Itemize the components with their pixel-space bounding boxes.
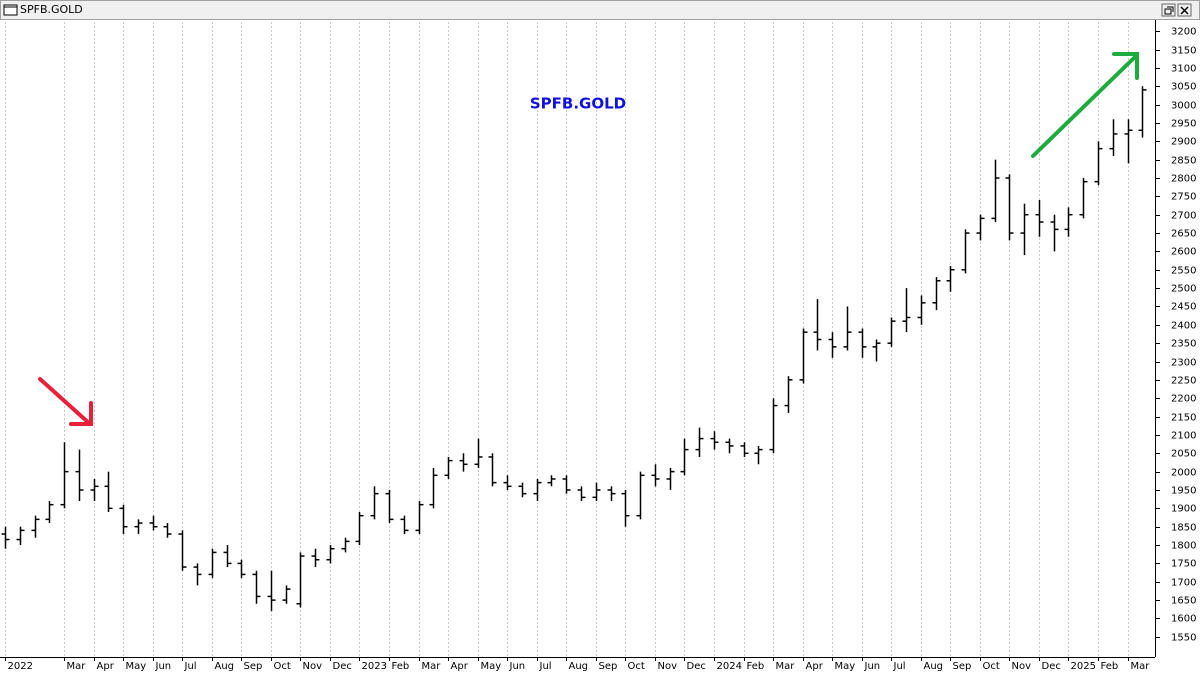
- y-tick-label: 1550: [1171, 633, 1196, 644]
- x-tick-label: Apr: [451, 661, 469, 672]
- x-tick-label: 2023: [362, 661, 387, 672]
- x-tick-label: Mar: [776, 661, 796, 672]
- x-tick-label: Jun: [864, 661, 881, 672]
- y-tick-label: 3200: [1171, 27, 1196, 38]
- y-tick-label: 2050: [1171, 449, 1196, 460]
- x-tick-label: May: [835, 661, 856, 672]
- y-tick-label: 3000: [1171, 101, 1196, 112]
- x-tick-label: Mar: [67, 661, 87, 672]
- y-tick-label: 2900: [1171, 137, 1196, 148]
- x-tick-label: May: [481, 661, 502, 672]
- x-tick-label: Oct: [983, 661, 1000, 672]
- window-title: SPFB.GOLD: [20, 3, 83, 16]
- y-tick-label: 3100: [1171, 64, 1196, 75]
- x-tick-label: Jul: [184, 661, 197, 672]
- red-arrow: [38, 377, 93, 426]
- x-tick-label: Oct: [628, 661, 645, 672]
- y-tick-label: 1700: [1171, 578, 1196, 589]
- x-tick-label: 2022: [8, 661, 33, 672]
- y-tick-label: 2500: [1171, 284, 1196, 295]
- x-tick-label: Mar: [422, 661, 442, 672]
- x-tick-label: Sep: [953, 661, 972, 672]
- y-tick-label: 2200: [1171, 394, 1196, 405]
- x-tick-label: May: [126, 661, 147, 672]
- y-tick-label: 3050: [1171, 82, 1196, 93]
- y-tick-label: 2550: [1171, 266, 1196, 277]
- y-tick-label: 2700: [1171, 211, 1196, 222]
- x-tick-label: Jul: [893, 661, 906, 672]
- window-icon: [3, 4, 18, 16]
- x-tick-label: Aug: [215, 661, 235, 672]
- y-tick-label: 2650: [1171, 229, 1196, 240]
- x-tick-label: Aug: [924, 661, 944, 672]
- x-tick-label: Oct: [274, 661, 291, 672]
- y-tick-label: 2450: [1171, 302, 1196, 313]
- y-tick-label: 2100: [1171, 431, 1196, 442]
- y-tick-label: 2350: [1171, 339, 1196, 350]
- y-tick-label: 2250: [1171, 376, 1196, 387]
- x-tick-label: Dec: [333, 661, 352, 672]
- window-titlebar: [0, 0, 1200, 20]
- x-tick-label: Jun: [509, 661, 526, 672]
- y-tick-label: 2750: [1171, 192, 1196, 203]
- x-tick-label: Dec: [1042, 661, 1061, 672]
- y-tick-label: 1950: [1171, 486, 1196, 497]
- x-tick-label: Aug: [569, 661, 589, 672]
- x-tick-label: Apr: [97, 661, 115, 672]
- x-tick-label: Dec: [687, 661, 706, 672]
- y-tick-label: 1850: [1171, 523, 1196, 534]
- x-tick-label: Feb: [747, 661, 765, 672]
- y-tick-label: 1900: [1171, 504, 1196, 515]
- x-tick-label: 2024: [717, 661, 742, 672]
- x-tick-label: Nov: [1012, 661, 1032, 672]
- x-tick-label: Nov: [303, 661, 323, 672]
- chart-title: SPFB.GOLD: [530, 95, 626, 113]
- green-arrow: [1031, 52, 1139, 158]
- y-tick-label: 1800: [1171, 541, 1196, 552]
- x-tick-label: Nov: [658, 661, 678, 672]
- x-tick-label: Apr: [806, 661, 824, 672]
- y-tick-label: 3150: [1171, 46, 1196, 57]
- x-tick-label: Feb: [392, 661, 410, 672]
- x-tick-label: Mar: [1131, 661, 1151, 672]
- y-tick-label: 1600: [1171, 614, 1196, 625]
- x-tick-label: Sep: [244, 661, 263, 672]
- y-tick-label: 2000: [1171, 468, 1196, 479]
- y-tick-label: 2400: [1171, 321, 1196, 332]
- y-tick-label: 2800: [1171, 174, 1196, 185]
- y-tick-label: 1750: [1171, 559, 1196, 570]
- y-tick-label: 2300: [1171, 358, 1196, 369]
- x-tick-label: 2025: [1071, 661, 1096, 672]
- plot: [1, 22, 1147, 657]
- y-tick-label: 1650: [1171, 596, 1196, 607]
- x-tick-label: Jul: [539, 661, 552, 672]
- close-icon: [1180, 6, 1189, 15]
- y-tick-label: 2950: [1171, 119, 1196, 130]
- restore-icon: [1164, 6, 1174, 15]
- y-tick-label: 2850: [1171, 156, 1196, 167]
- y-tick-label: 2150: [1171, 413, 1196, 424]
- x-tick-label: Jun: [155, 661, 172, 672]
- x-tick-label: Feb: [1101, 661, 1119, 672]
- x-tick-label: Sep: [599, 661, 618, 672]
- y-tick-label: 2600: [1171, 247, 1196, 258]
